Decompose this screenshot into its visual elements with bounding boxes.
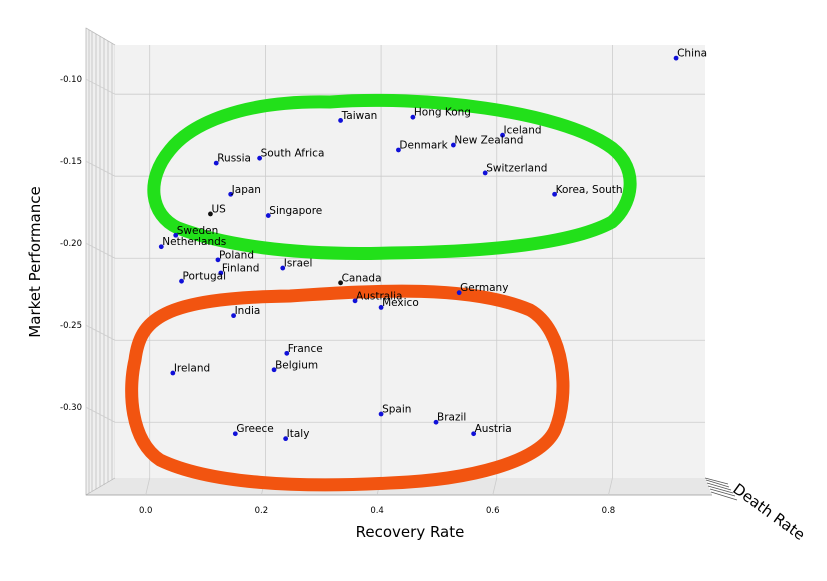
y-tick-label: -0.30 <box>60 403 82 413</box>
data-point <box>456 290 462 296</box>
point-label: Ireland <box>174 363 210 375</box>
point-label: Korea, South <box>556 184 623 196</box>
data-point <box>215 257 221 263</box>
left-pane <box>85 27 116 496</box>
y-tick-label: -0.15 <box>60 157 82 167</box>
data-points: China Taiwan Hong Kong Iceland Denmark New Ze… <box>158 48 707 442</box>
y-pane-gridline <box>85 324 116 341</box>
data-point <box>265 213 271 218</box>
y-axis-title: Market Performance <box>26 186 44 337</box>
data-point <box>283 436 289 442</box>
point-label: New Zealand <box>454 135 523 147</box>
point-label: Taiwan <box>341 110 378 122</box>
point-label: Poland <box>219 249 254 261</box>
data-point <box>433 419 439 425</box>
x-floor-gridline <box>492 477 498 496</box>
data-point <box>450 142 456 148</box>
data-point <box>396 147 401 153</box>
y-tick-label: -0.25 <box>60 321 82 331</box>
y-pane-gridline <box>85 406 116 423</box>
data-point <box>378 411 384 417</box>
data-point <box>280 265 286 271</box>
point-label: US <box>211 203 226 215</box>
data-point <box>410 114 416 120</box>
point-label: Canada <box>342 272 382 284</box>
point-label: Hong Kong <box>414 107 471 119</box>
data-point <box>213 160 219 166</box>
point-label: Finland <box>222 262 260 274</box>
point-label: Australia <box>356 290 402 302</box>
x-floor-gridline <box>145 477 151 496</box>
point-label: Belgium <box>275 359 318 371</box>
point-label: Greece <box>236 423 273 435</box>
y-pane-gridline <box>85 160 116 177</box>
orange-annotation-loop <box>125 284 570 492</box>
point-label: Sweden <box>177 225 219 237</box>
x-tick-label: 0.2 <box>255 506 269 516</box>
point-label: Spain <box>382 404 411 416</box>
data-point <box>673 55 679 61</box>
grid <box>85 45 705 496</box>
data-point <box>158 244 164 250</box>
z-axis-title: Death Rate <box>729 480 808 544</box>
y-pane-gridline <box>85 242 116 259</box>
point-label: Switzerland <box>486 162 547 174</box>
data-point <box>352 298 358 304</box>
point-label: Mexico <box>382 297 419 309</box>
point-label: China <box>677 48 707 60</box>
point-label: Netherlands <box>162 236 226 248</box>
x-floor-gridline <box>608 477 613 496</box>
point-label: Iceland <box>504 125 542 137</box>
data-point <box>338 280 343 286</box>
point-label: Brazil <box>437 412 466 424</box>
point-label: Italy <box>287 428 310 440</box>
data-point <box>257 155 263 161</box>
data-point <box>228 191 234 197</box>
x-tick-label: 0.8 <box>602 506 616 516</box>
point-label: Germany <box>460 282 508 294</box>
point-label: France <box>288 343 323 355</box>
depth-lines <box>85 27 116 496</box>
x-tick-label: 0.6 <box>486 506 500 516</box>
data-point <box>338 118 343 123</box>
data-point <box>218 270 224 276</box>
y-pane-gridline <box>85 78 116 95</box>
point-label: South Africa <box>261 148 325 160</box>
x-tick-label: 0.0 <box>139 506 153 516</box>
data-point <box>378 305 384 310</box>
x-tick-label: 0.4 <box>370 506 384 516</box>
point-label: Singapore <box>269 205 322 217</box>
tick-labels: 0.0 0.2 0.4 0.6 0.8 -0.10 -0.15 -0.20 -0.25 -0.30 <box>60 75 615 516</box>
z-axis-ticks <box>704 477 738 501</box>
data-point <box>231 313 236 319</box>
point-label: Portugal <box>183 271 227 283</box>
point-label: Japan <box>231 184 261 196</box>
data-point <box>170 370 176 376</box>
y-tick-label: -0.20 <box>60 239 82 249</box>
data-point <box>552 191 558 197</box>
data-point <box>173 232 179 238</box>
point-label: India <box>235 305 261 317</box>
point-label: Russia <box>217 153 251 165</box>
data-point <box>179 278 184 284</box>
data-point <box>471 431 477 437</box>
x-axis-title: Recovery Rate <box>356 523 465 541</box>
point-label: Denmark <box>399 139 448 151</box>
point-label: Austria <box>475 423 512 435</box>
data-point <box>482 170 488 176</box>
green-annotation-loop <box>147 93 637 260</box>
data-point <box>500 132 505 138</box>
y-tick-label: -0.10 <box>60 75 82 85</box>
data-point <box>271 367 277 373</box>
data-point <box>232 431 238 437</box>
data-point <box>208 211 213 217</box>
point-label: Israel <box>284 258 313 270</box>
data-point <box>284 350 290 356</box>
